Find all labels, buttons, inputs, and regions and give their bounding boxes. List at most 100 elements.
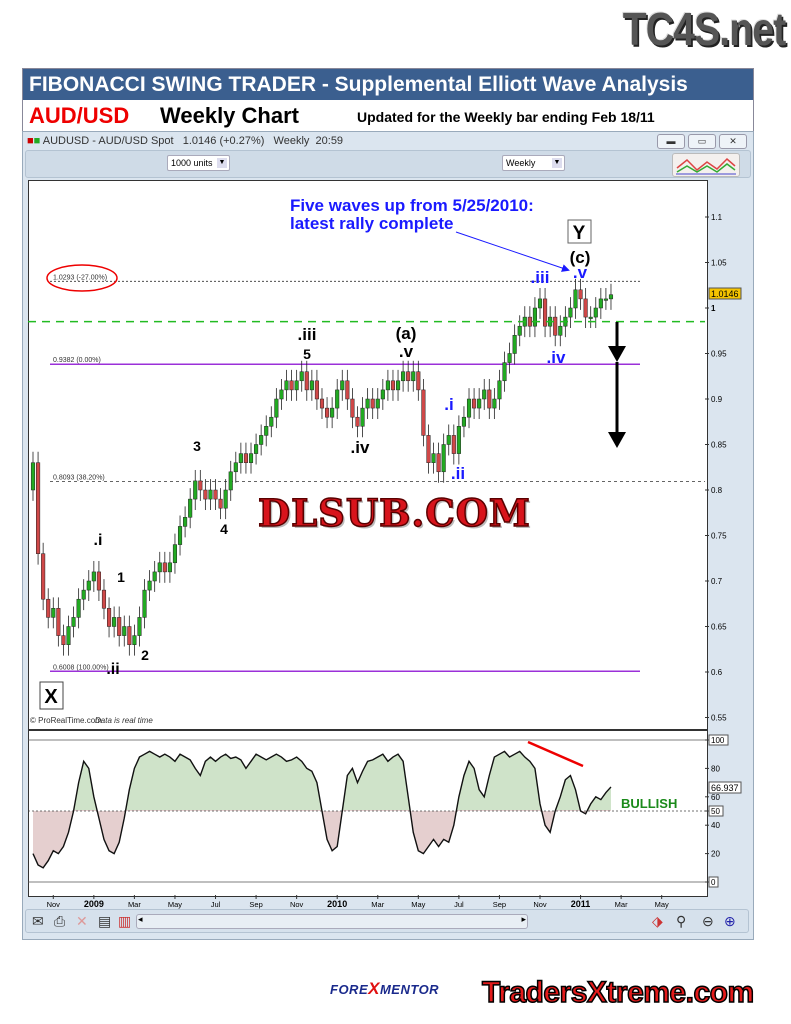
candle bbox=[122, 615, 127, 647]
candle bbox=[30, 451, 36, 501]
fib-level-label: 1.0293 (-27.00%) bbox=[53, 274, 107, 281]
scroll-left-icon[interactable]: ◂ bbox=[138, 914, 143, 924]
candle bbox=[345, 369, 350, 410]
restore-button[interactable]: ▭ bbox=[688, 134, 716, 149]
candle bbox=[309, 369, 314, 401]
candle bbox=[107, 597, 112, 638]
scroll-right-icon[interactable]: ▸ bbox=[521, 914, 526, 924]
minimize-button[interactable]: ▬ bbox=[657, 134, 685, 149]
time-scrollbar[interactable]: ◂ ▸ bbox=[136, 914, 528, 929]
period-select[interactable]: Weekly ▼ bbox=[502, 155, 565, 171]
candle bbox=[543, 287, 548, 338]
minimize-icon: ▬ bbox=[666, 136, 676, 146]
wave-label: (c) bbox=[570, 248, 591, 267]
delete-icon[interactable]: ✕ bbox=[76, 913, 88, 929]
wave-label: (a) bbox=[396, 324, 417, 343]
x-tick-label: May bbox=[168, 900, 182, 909]
y-tick-label: 0.95 bbox=[711, 350, 727, 359]
candle bbox=[279, 378, 284, 410]
candle bbox=[355, 406, 360, 438]
candle bbox=[431, 442, 436, 474]
y-tick-label: 1 bbox=[711, 304, 716, 313]
zoom-out-icon[interactable]: ⊖ bbox=[702, 913, 714, 929]
x-tick-label: Mar bbox=[371, 900, 384, 909]
zoom-fit-icon[interactable]: ⚲ bbox=[676, 913, 687, 929]
close-icon: ✕ bbox=[729, 136, 737, 146]
y-tick-label: 1.1 bbox=[711, 213, 723, 222]
export-icon[interactable]: ▤ bbox=[98, 913, 112, 929]
osc-y-tick-label: 100 bbox=[711, 736, 725, 745]
candle bbox=[228, 460, 233, 501]
candle bbox=[593, 297, 598, 329]
candle bbox=[502, 351, 507, 392]
chart-toolbar: 1000 units ▼ Weekly ▼ bbox=[25, 150, 751, 178]
candle bbox=[264, 415, 269, 447]
units-select[interactable]: 1000 units ▼ bbox=[167, 155, 230, 171]
candle bbox=[294, 369, 299, 401]
candle bbox=[36, 451, 41, 565]
report-header: FIBONACCI SWING TRADER - Supplemental El… bbox=[22, 68, 754, 132]
bottom-toolbar: ✉ ⎙ ✕ ▤ ▥ ◂ ▸ ⬗ ⚲ ⊖ ⊕ bbox=[25, 909, 749, 933]
candle bbox=[532, 297, 537, 338]
chart-type-label: Weekly Chart bbox=[160, 103, 299, 128]
candle bbox=[137, 606, 142, 647]
candle bbox=[188, 488, 193, 529]
candle bbox=[568, 297, 573, 329]
wave-label: 2 bbox=[141, 647, 149, 663]
candle bbox=[517, 315, 522, 347]
candle bbox=[142, 579, 147, 629]
candle bbox=[370, 388, 375, 420]
candle bbox=[56, 597, 61, 647]
candle bbox=[81, 579, 86, 611]
x-tick-label: Sep bbox=[249, 900, 262, 909]
candle bbox=[112, 606, 117, 638]
y-tick-label: 0.85 bbox=[711, 441, 727, 450]
x-tick-label: Mar bbox=[615, 900, 628, 909]
candle bbox=[406, 360, 411, 392]
candle bbox=[461, 406, 466, 438]
x-tick-label: Sep bbox=[493, 900, 506, 909]
osc-y-tick-label: 50 bbox=[711, 807, 720, 816]
tc4s-logo: TC4S.net bbox=[622, 3, 786, 55]
candle bbox=[299, 360, 304, 392]
candle bbox=[61, 624, 66, 656]
candle bbox=[76, 588, 81, 629]
osc-y-tick-label: 80 bbox=[711, 764, 720, 773]
wave-label: .iv bbox=[351, 438, 370, 457]
indicators-button[interactable] bbox=[672, 153, 740, 177]
candle bbox=[401, 360, 406, 392]
price-chart-area[interactable] bbox=[28, 180, 708, 730]
print-icon[interactable]: ⎙ bbox=[54, 913, 66, 929]
candle bbox=[269, 406, 274, 438]
candlestick-icon: ■ bbox=[27, 135, 34, 147]
candle bbox=[588, 306, 593, 329]
last-price-tag bbox=[708, 287, 742, 300]
compare-icon[interactable]: ▥ bbox=[118, 913, 132, 929]
mail-icon[interactable]: ✉ bbox=[32, 913, 44, 929]
candle bbox=[603, 287, 608, 310]
divergence-line bbox=[527, 740, 584, 768]
x-tick-label: 2009 bbox=[84, 899, 104, 909]
candle bbox=[583, 287, 588, 329]
osc-y-tick-box bbox=[708, 805, 724, 817]
tradersxtreme-logo: TradersXtreme.com bbox=[481, 975, 755, 1010]
restore-icon: ▭ bbox=[697, 136, 707, 146]
x-tick-label: May bbox=[411, 900, 425, 909]
candle bbox=[193, 469, 198, 511]
candle bbox=[157, 551, 162, 583]
oscillator-line bbox=[32, 750, 612, 869]
close-button[interactable]: ✕ bbox=[719, 134, 747, 149]
candle bbox=[198, 469, 203, 501]
window-title: ■■ AUDUSD - AUD/USD Spot 1.0146 (+0.27%)… bbox=[27, 135, 344, 147]
cursor-icon[interactable]: ⬗ bbox=[652, 913, 663, 929]
candle bbox=[421, 378, 426, 447]
candle bbox=[553, 306, 558, 347]
candle bbox=[512, 324, 517, 365]
wave-y-box bbox=[567, 219, 592, 244]
candle bbox=[416, 360, 421, 401]
indicators-icon bbox=[676, 157, 736, 175]
candle bbox=[152, 560, 157, 592]
osc-y-tick-label: 60 bbox=[711, 793, 720, 802]
zoom-in-icon[interactable]: ⊕ bbox=[724, 913, 736, 929]
candle bbox=[350, 388, 355, 429]
